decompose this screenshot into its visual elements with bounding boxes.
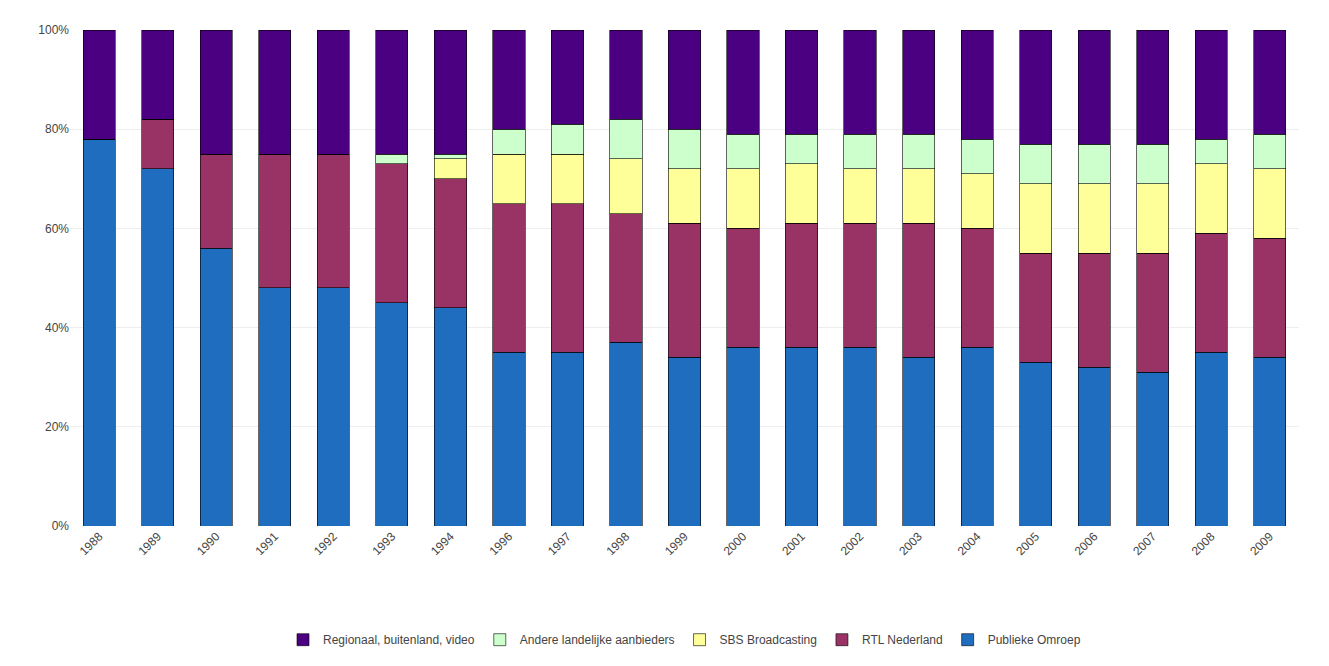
svg-text:2002: 2002 [838,529,867,558]
svg-text:1991: 1991 [252,529,281,558]
svg-text:1994: 1994 [428,529,457,558]
svg-text:1999: 1999 [662,529,691,558]
svg-text:SBS Broadcasting: SBS Broadcasting [720,633,817,647]
svg-text:Publieke Omroep: Publieke Omroep [988,633,1081,647]
svg-text:60%: 60% [45,222,69,236]
svg-text:20%: 20% [45,420,69,434]
svg-text:0%: 0% [52,519,70,533]
svg-text:40%: 40% [45,321,69,335]
svg-text:2005: 2005 [1013,529,1042,558]
svg-text:1988: 1988 [77,529,106,558]
svg-text:1997: 1997 [545,529,574,558]
svg-text:2008: 2008 [1189,529,1218,558]
svg-text:2007: 2007 [1130,529,1159,558]
svg-text:100%: 100% [38,23,69,37]
svg-text:2004: 2004 [955,529,984,558]
svg-text:1998: 1998 [604,529,633,558]
svg-text:2006: 2006 [1072,529,1101,558]
svg-text:2003: 2003 [896,529,925,558]
svg-text:1993: 1993 [369,529,398,558]
svg-text:RTL Nederland: RTL Nederland [862,633,943,647]
svg-text:1989: 1989 [135,529,164,558]
svg-text:Andere landelijke aanbieders: Andere landelijke aanbieders [520,633,675,647]
svg-text:2009: 2009 [1247,529,1276,558]
svg-text:Regionaal, buitenland, video: Regionaal, buitenland, video [323,633,475,647]
svg-text:80%: 80% [45,122,69,136]
svg-text:1990: 1990 [194,529,223,558]
svg-text:1992: 1992 [311,529,340,558]
svg-text:2000: 2000 [721,529,750,558]
svg-text:1996: 1996 [487,529,516,558]
svg-text:2001: 2001 [779,529,808,558]
